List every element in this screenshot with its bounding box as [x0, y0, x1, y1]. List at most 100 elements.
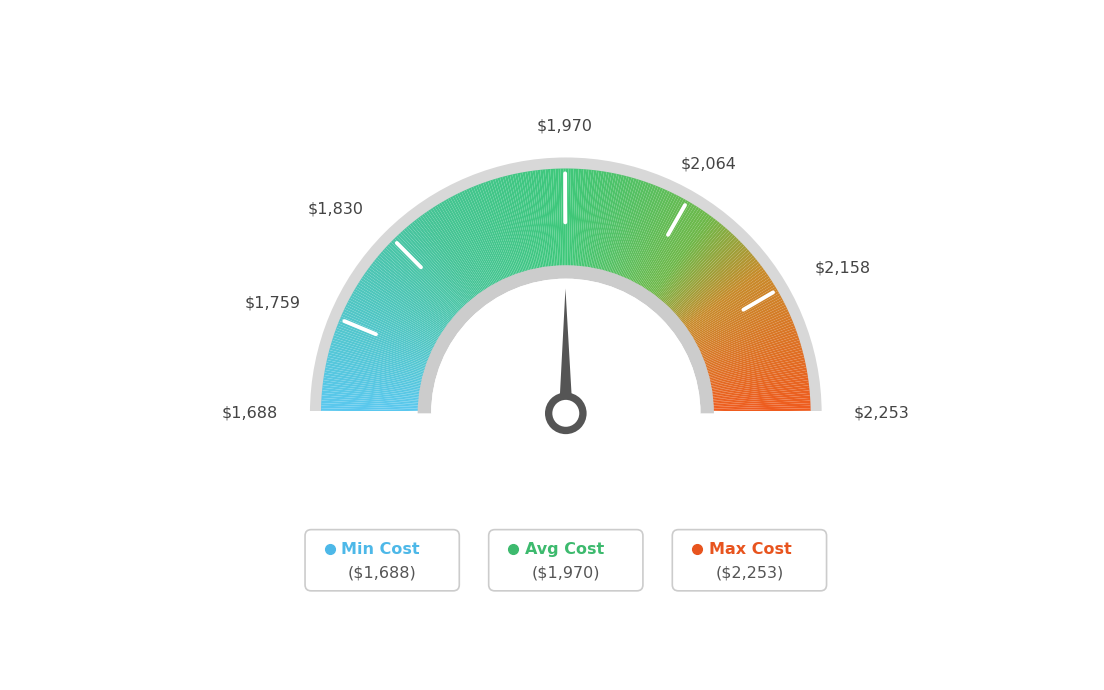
Wedge shape — [697, 302, 785, 348]
Wedge shape — [618, 185, 656, 277]
Wedge shape — [584, 170, 599, 268]
Wedge shape — [498, 177, 527, 273]
Wedge shape — [578, 169, 588, 267]
Wedge shape — [571, 168, 576, 266]
Wedge shape — [561, 168, 564, 266]
Wedge shape — [416, 218, 477, 297]
Wedge shape — [672, 246, 746, 314]
Wedge shape — [343, 309, 433, 352]
Wedge shape — [623, 188, 664, 279]
Wedge shape — [323, 375, 421, 392]
Wedge shape — [321, 403, 420, 408]
Wedge shape — [432, 279, 700, 413]
Wedge shape — [657, 221, 720, 299]
Wedge shape — [402, 230, 469, 304]
Wedge shape — [349, 297, 436, 345]
Wedge shape — [572, 169, 578, 266]
Wedge shape — [407, 225, 473, 301]
Wedge shape — [361, 278, 444, 333]
Wedge shape — [708, 353, 804, 378]
Wedge shape — [712, 406, 810, 411]
Wedge shape — [693, 291, 779, 342]
Wedge shape — [512, 174, 535, 270]
FancyBboxPatch shape — [489, 530, 643, 591]
Wedge shape — [654, 217, 714, 296]
Wedge shape — [671, 242, 743, 312]
Wedge shape — [336, 328, 428, 364]
Wedge shape — [322, 391, 420, 401]
Wedge shape — [655, 218, 715, 297]
Wedge shape — [662, 230, 730, 304]
Wedge shape — [424, 213, 482, 293]
Wedge shape — [656, 220, 718, 298]
Wedge shape — [322, 388, 420, 400]
Text: $1,830: $1,830 — [307, 201, 363, 217]
Wedge shape — [672, 244, 744, 313]
Wedge shape — [651, 214, 710, 295]
Wedge shape — [712, 395, 810, 404]
Wedge shape — [532, 170, 548, 268]
Wedge shape — [357, 284, 440, 337]
Wedge shape — [359, 280, 443, 335]
Wedge shape — [362, 276, 444, 332]
Wedge shape — [526, 172, 543, 268]
Wedge shape — [545, 169, 555, 267]
Wedge shape — [703, 326, 795, 362]
Wedge shape — [410, 223, 474, 300]
Wedge shape — [381, 251, 456, 317]
Wedge shape — [609, 179, 641, 274]
Wedge shape — [492, 179, 523, 273]
Wedge shape — [587, 171, 604, 268]
Wedge shape — [338, 321, 429, 359]
Wedge shape — [710, 362, 806, 384]
Wedge shape — [712, 393, 810, 402]
Text: ($1,970): ($1,970) — [531, 566, 601, 580]
Wedge shape — [690, 282, 774, 336]
Wedge shape — [635, 197, 683, 284]
Wedge shape — [707, 342, 800, 373]
Wedge shape — [601, 175, 627, 271]
Wedge shape — [670, 240, 741, 310]
Wedge shape — [396, 235, 465, 307]
Wedge shape — [698, 307, 787, 351]
Wedge shape — [712, 398, 810, 406]
Wedge shape — [326, 365, 422, 386]
Wedge shape — [669, 239, 739, 309]
Wedge shape — [624, 188, 666, 279]
Text: ($1,688): ($1,688) — [348, 566, 416, 580]
Wedge shape — [712, 385, 809, 398]
Wedge shape — [627, 190, 670, 280]
Wedge shape — [420, 215, 479, 295]
Wedge shape — [639, 201, 690, 287]
Wedge shape — [631, 194, 677, 282]
Wedge shape — [628, 192, 672, 281]
Wedge shape — [369, 265, 449, 326]
Wedge shape — [659, 225, 724, 301]
Wedge shape — [633, 195, 679, 283]
Wedge shape — [457, 193, 502, 282]
Wedge shape — [444, 200, 493, 286]
Wedge shape — [686, 271, 767, 330]
Wedge shape — [700, 314, 790, 355]
Wedge shape — [640, 203, 692, 288]
Wedge shape — [583, 170, 596, 268]
Wedge shape — [321, 393, 420, 402]
Wedge shape — [442, 201, 492, 287]
Wedge shape — [490, 179, 522, 274]
Wedge shape — [363, 274, 445, 331]
Wedge shape — [437, 204, 490, 288]
Wedge shape — [355, 286, 440, 339]
Wedge shape — [428, 209, 485, 292]
Wedge shape — [321, 411, 418, 413]
Wedge shape — [344, 307, 434, 351]
Wedge shape — [372, 262, 450, 324]
Wedge shape — [412, 221, 475, 299]
Wedge shape — [328, 353, 424, 378]
Wedge shape — [648, 211, 705, 293]
Wedge shape — [374, 259, 452, 322]
FancyBboxPatch shape — [305, 530, 459, 591]
Wedge shape — [647, 209, 703, 292]
Wedge shape — [712, 400, 810, 407]
Wedge shape — [486, 181, 519, 275]
Wedge shape — [699, 309, 788, 352]
